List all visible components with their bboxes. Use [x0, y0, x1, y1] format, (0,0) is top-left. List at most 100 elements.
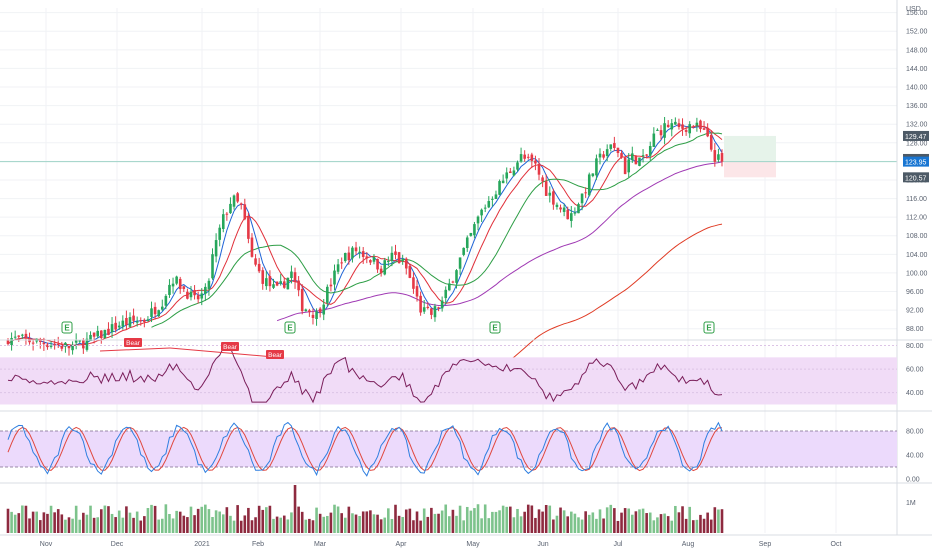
- candle: [501, 174, 505, 184]
- position-target-zone: [724, 135, 776, 162]
- candle-body: [221, 214, 225, 229]
- candle-body: [67, 344, 71, 349]
- volume-bar: [85, 514, 89, 533]
- volume-bar: [562, 510, 566, 533]
- volume-bar: [390, 518, 394, 533]
- candle-body: [473, 224, 476, 236]
- candle-body: [42, 342, 46, 345]
- candle: [243, 198, 247, 221]
- price-badge: 120.57: [903, 172, 929, 183]
- volume-bar: [430, 507, 433, 533]
- price-tick-label: 92.00: [906, 308, 924, 315]
- candle-body: [143, 319, 146, 322]
- volume-bar: [591, 512, 595, 533]
- candle: [110, 317, 114, 338]
- volume-bar: [376, 514, 379, 533]
- candle-body: [279, 281, 282, 284]
- candle-body: [498, 181, 501, 195]
- volume-bar: [634, 511, 638, 533]
- volume-bar: [609, 504, 613, 533]
- volume-bar: [293, 485, 297, 533]
- time-tick-label: Aug: [682, 541, 695, 548]
- candle: [595, 154, 598, 181]
- volume-bar: [132, 517, 135, 533]
- volume-bar: [451, 509, 455, 533]
- volume-bar: [444, 504, 448, 533]
- candle: [656, 128, 659, 131]
- volume-bar: [67, 517, 71, 533]
- candle-body: [103, 329, 107, 339]
- candle: [412, 272, 415, 294]
- candle: [458, 257, 462, 275]
- candle: [279, 274, 282, 286]
- volume-bar: [117, 510, 121, 533]
- candle-body: [720, 153, 724, 162]
- price-badge-box: [903, 130, 929, 141]
- volume-bar: [598, 509, 602, 533]
- volume-bar: [713, 507, 717, 533]
- volume-bar: [509, 506, 512, 533]
- candle-body: [620, 153, 623, 158]
- price-tick-label: 148.00: [906, 47, 928, 54]
- candle: [516, 160, 519, 172]
- candle: [329, 278, 333, 292]
- candle: [627, 153, 631, 178]
- candle-body: [117, 325, 121, 328]
- candle: [125, 310, 128, 330]
- candle-body: [211, 254, 214, 279]
- volume-bar: [257, 505, 261, 533]
- candle-body: [379, 268, 383, 274]
- price-tick-label: 100.00: [906, 270, 928, 277]
- candle-body: [394, 251, 397, 255]
- candle: [322, 298, 326, 321]
- candle-body: [437, 307, 440, 309]
- candle-body: [537, 163, 541, 175]
- candle-body: [204, 286, 207, 294]
- candle-body: [369, 260, 372, 263]
- price-tick-label: 104.00: [906, 252, 928, 259]
- candle: [182, 285, 186, 293]
- divergence-line: [169, 347, 275, 358]
- volume-bar: [175, 510, 178, 533]
- volume-bar: [641, 508, 645, 533]
- volume-bar: [458, 505, 462, 533]
- volume-bar: [498, 510, 501, 533]
- candle: [573, 207, 577, 216]
- volume-bar: [469, 510, 473, 533]
- volume-bar: [150, 504, 153, 533]
- candle-body: [458, 257, 462, 269]
- candle: [487, 196, 491, 209]
- volume-bar: [304, 519, 308, 533]
- candle: [674, 117, 677, 125]
- volume-bar: [171, 518, 175, 533]
- candle: [175, 275, 178, 286]
- candle-body: [160, 306, 164, 310]
- candle: [268, 270, 272, 292]
- volume-bar: [153, 505, 157, 533]
- candle: [196, 291, 200, 304]
- candle-body: [82, 339, 85, 349]
- earnings-label: E: [287, 324, 293, 333]
- time-tick-label: Mar: [314, 541, 327, 548]
- candle: [143, 318, 146, 328]
- price-badge-box: [903, 172, 929, 183]
- candle-body: [584, 192, 587, 194]
- candle: [455, 269, 458, 289]
- volume-bar: [272, 518, 275, 533]
- volume-bar: [387, 508, 390, 533]
- candle: [605, 144, 609, 162]
- volume-bar: [491, 511, 494, 533]
- candle-body: [358, 251, 361, 253]
- candle: [634, 155, 638, 165]
- volume-bar: [56, 509, 60, 533]
- candle-body: [695, 122, 699, 126]
- candle: [691, 124, 695, 129]
- volume-bar: [404, 509, 408, 533]
- price-tick-label: 152.00: [906, 29, 928, 36]
- candle: [135, 316, 139, 327]
- volume-bar: [408, 508, 412, 533]
- candle-body: [717, 154, 720, 160]
- volume-bar: [164, 504, 168, 533]
